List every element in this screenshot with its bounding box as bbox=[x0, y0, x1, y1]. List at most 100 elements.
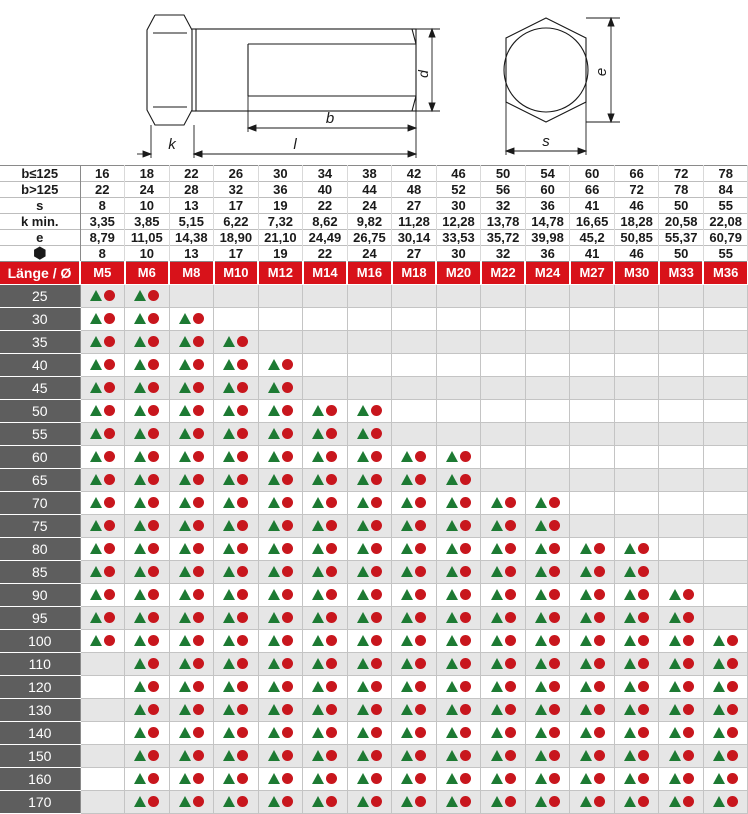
available-cell[interactable] bbox=[213, 652, 259, 676]
available-cell[interactable] bbox=[258, 790, 304, 814]
available-cell[interactable] bbox=[569, 675, 615, 699]
available-cell[interactable] bbox=[169, 629, 215, 653]
size-header-m20[interactable]: M20 bbox=[436, 261, 482, 285]
available-cell[interactable] bbox=[391, 468, 437, 492]
available-cell[interactable] bbox=[614, 790, 660, 814]
available-cell[interactable] bbox=[658, 583, 704, 607]
available-cell[interactable] bbox=[124, 583, 170, 607]
available-cell[interactable] bbox=[302, 744, 348, 768]
available-cell[interactable] bbox=[169, 790, 215, 814]
available-cell[interactable] bbox=[258, 353, 304, 377]
size-header-m22[interactable]: M22 bbox=[480, 261, 527, 285]
available-cell[interactable] bbox=[569, 790, 615, 814]
available-cell[interactable] bbox=[169, 652, 215, 676]
available-cell[interactable] bbox=[480, 790, 526, 814]
available-cell[interactable] bbox=[569, 744, 615, 768]
available-cell[interactable] bbox=[80, 445, 126, 469]
available-cell[interactable] bbox=[302, 675, 348, 699]
available-cell[interactable] bbox=[525, 537, 571, 561]
available-cell[interactable] bbox=[302, 491, 348, 515]
size-header-m24[interactable]: M24 bbox=[525, 261, 571, 285]
available-cell[interactable] bbox=[436, 767, 482, 791]
available-cell[interactable] bbox=[436, 560, 482, 584]
available-cell[interactable] bbox=[124, 376, 170, 400]
available-cell[interactable] bbox=[614, 606, 660, 630]
available-cell[interactable] bbox=[480, 491, 526, 515]
available-cell[interactable] bbox=[80, 514, 126, 538]
available-cell[interactable] bbox=[213, 629, 259, 653]
available-cell[interactable] bbox=[302, 652, 348, 676]
available-cell[interactable] bbox=[169, 307, 215, 331]
available-cell[interactable] bbox=[480, 537, 526, 561]
available-cell[interactable] bbox=[213, 675, 259, 699]
available-cell[interactable] bbox=[213, 445, 259, 469]
available-cell[interactable] bbox=[169, 698, 215, 722]
available-cell[interactable] bbox=[124, 330, 170, 354]
available-cell[interactable] bbox=[258, 652, 304, 676]
available-cell[interactable] bbox=[525, 606, 571, 630]
available-cell[interactable] bbox=[169, 560, 215, 584]
available-cell[interactable] bbox=[658, 675, 704, 699]
available-cell[interactable] bbox=[302, 629, 348, 653]
available-cell[interactable] bbox=[258, 606, 304, 630]
available-cell[interactable] bbox=[436, 629, 482, 653]
available-cell[interactable] bbox=[302, 514, 348, 538]
available-cell[interactable] bbox=[525, 583, 571, 607]
available-cell[interactable] bbox=[80, 422, 126, 446]
available-cell[interactable] bbox=[169, 583, 215, 607]
available-cell[interactable] bbox=[347, 606, 393, 630]
available-cell[interactable] bbox=[658, 629, 704, 653]
available-cell[interactable] bbox=[347, 537, 393, 561]
available-cell[interactable] bbox=[347, 445, 393, 469]
available-cell[interactable] bbox=[614, 537, 660, 561]
available-cell[interactable] bbox=[213, 491, 259, 515]
available-cell[interactable] bbox=[436, 744, 482, 768]
available-cell[interactable] bbox=[169, 468, 215, 492]
available-cell[interactable] bbox=[703, 721, 748, 745]
available-cell[interactable] bbox=[347, 629, 393, 653]
available-cell[interactable] bbox=[480, 560, 526, 584]
size-header-m36[interactable]: M36 bbox=[703, 261, 748, 285]
available-cell[interactable] bbox=[80, 330, 126, 354]
available-cell[interactable] bbox=[436, 675, 482, 699]
size-header-m30[interactable]: M30 bbox=[614, 261, 660, 285]
available-cell[interactable] bbox=[124, 560, 170, 584]
available-cell[interactable] bbox=[347, 491, 393, 515]
available-cell[interactable] bbox=[302, 583, 348, 607]
available-cell[interactable] bbox=[258, 744, 304, 768]
size-header-m8[interactable]: M8 bbox=[169, 261, 215, 285]
available-cell[interactable] bbox=[302, 399, 348, 423]
available-cell[interactable] bbox=[391, 445, 437, 469]
available-cell[interactable] bbox=[124, 698, 170, 722]
size-header-m27[interactable]: M27 bbox=[569, 261, 616, 285]
available-cell[interactable] bbox=[569, 629, 615, 653]
size-header-m6[interactable]: M6 bbox=[124, 261, 171, 285]
available-cell[interactable] bbox=[480, 514, 526, 538]
available-cell[interactable] bbox=[525, 491, 571, 515]
available-cell[interactable] bbox=[525, 560, 571, 584]
available-cell[interactable] bbox=[614, 698, 660, 722]
available-cell[interactable] bbox=[480, 721, 526, 745]
size-header-m10[interactable]: M10 bbox=[213, 261, 260, 285]
available-cell[interactable] bbox=[258, 767, 304, 791]
available-cell[interactable] bbox=[569, 537, 615, 561]
available-cell[interactable] bbox=[124, 652, 170, 676]
available-cell[interactable] bbox=[658, 606, 704, 630]
available-cell[interactable] bbox=[614, 721, 660, 745]
available-cell[interactable] bbox=[169, 721, 215, 745]
available-cell[interactable] bbox=[124, 491, 170, 515]
available-cell[interactable] bbox=[80, 468, 126, 492]
available-cell[interactable] bbox=[169, 606, 215, 630]
available-cell[interactable] bbox=[169, 675, 215, 699]
available-cell[interactable] bbox=[525, 698, 571, 722]
available-cell[interactable] bbox=[258, 422, 304, 446]
available-cell[interactable] bbox=[391, 767, 437, 791]
available-cell[interactable] bbox=[436, 445, 482, 469]
available-cell[interactable] bbox=[124, 721, 170, 745]
available-cell[interactable] bbox=[703, 744, 748, 768]
size-header-m12[interactable]: M12 bbox=[258, 261, 304, 285]
available-cell[interactable] bbox=[347, 744, 393, 768]
available-cell[interactable] bbox=[347, 790, 393, 814]
available-cell[interactable] bbox=[213, 514, 259, 538]
available-cell[interactable] bbox=[480, 698, 526, 722]
